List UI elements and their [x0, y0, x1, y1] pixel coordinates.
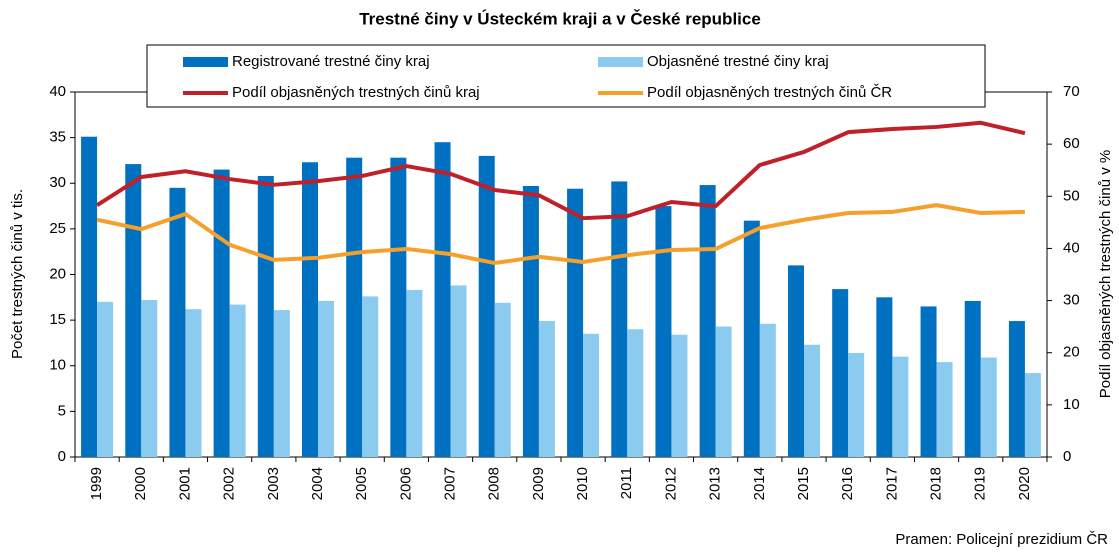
line — [96, 203, 1025, 266]
y-axis-label: Počet trestných činů v tis. — [9, 189, 26, 359]
bar — [1024, 373, 1041, 457]
y2-tick-label: 50 — [1063, 187, 1080, 204]
bar — [318, 300, 334, 457]
x-tick-label: 2014 — [751, 467, 768, 500]
bar — [671, 334, 688, 457]
y-tick-label: 30 — [49, 174, 66, 191]
bar — [920, 306, 937, 457]
x-tick-label: 2002 — [221, 467, 238, 500]
bar — [1008, 321, 1025, 457]
x-tick-label: 2016 — [839, 467, 856, 500]
legend-label: Registrované trestné činy kraj — [232, 53, 430, 70]
bar — [583, 333, 600, 457]
bar — [567, 188, 584, 457]
y-tick-label: 15 — [49, 311, 66, 328]
legend-label: Podíl objasněných trestných činů kraj — [232, 84, 480, 101]
x-tick-label: 2006 — [397, 467, 414, 500]
bar — [494, 302, 511, 457]
bar — [141, 300, 158, 457]
bar — [848, 352, 865, 457]
x-tick-label: 2005 — [353, 467, 370, 500]
bar — [478, 155, 495, 457]
bar — [964, 300, 981, 457]
legend-label: Podíl objasněných trestných činů ČR — [647, 84, 892, 101]
bar — [390, 157, 407, 457]
x-tick-label: 2017 — [883, 467, 900, 500]
x-tick-label: 2009 — [530, 467, 547, 500]
y2-tick-label: 60 — [1063, 135, 1080, 152]
y-tick-label: 40 — [49, 83, 66, 100]
y2-tick-label: 10 — [1063, 396, 1080, 413]
bar — [406, 290, 423, 457]
bar — [185, 309, 202, 457]
bar — [832, 289, 849, 457]
chart-title: Trestné činy v Ústeckém kraji a v České … — [359, 9, 761, 28]
x-tick-label: 2003 — [265, 467, 282, 500]
y2-tick-label: 20 — [1063, 344, 1080, 361]
legend-label: Objasněné trestné činy kraj — [647, 53, 829, 70]
x-tick-label: 2004 — [309, 467, 326, 500]
bar — [273, 310, 290, 457]
y-tick-label: 10 — [49, 357, 66, 374]
bar — [97, 301, 114, 457]
bar — [362, 296, 379, 457]
legend-swatch — [183, 57, 228, 67]
x-tick-label: 2007 — [442, 467, 459, 500]
y-tick-label: 25 — [49, 220, 66, 237]
y2-axis-label: Podíl objasněných trestných činů v % — [1097, 150, 1114, 398]
bar — [302, 162, 318, 457]
bar — [715, 326, 732, 457]
bar — [257, 175, 274, 457]
bar — [699, 185, 716, 457]
x-tick-label: 2019 — [972, 467, 989, 500]
bar — [759, 323, 776, 457]
bar — [450, 285, 467, 457]
bar — [627, 329, 644, 457]
bar — [213, 169, 230, 457]
x-tick-label: 2000 — [132, 467, 149, 500]
bar — [788, 265, 804, 457]
bar — [125, 164, 142, 457]
bar — [980, 357, 997, 457]
bar — [81, 136, 98, 457]
y2-tick-label: 70 — [1063, 83, 1080, 100]
legend-swatch — [598, 57, 643, 67]
bar — [936, 362, 953, 457]
x-tick-label: 2015 — [795, 467, 812, 500]
bar — [346, 157, 363, 457]
x-tick-label: 2018 — [928, 467, 945, 500]
x-tick-label: 1999 — [88, 467, 105, 500]
x-tick-label: 2013 — [707, 467, 724, 500]
bar — [804, 344, 820, 457]
y-tick-label: 0 — [58, 448, 66, 465]
bar — [434, 142, 451, 457]
x-tick-label: 2012 — [662, 467, 679, 500]
bar — [892, 356, 909, 457]
y2-tick-label: 30 — [1063, 292, 1080, 309]
x-tick-label: 2010 — [574, 467, 591, 500]
legend — [146, 44, 986, 108]
bar — [169, 187, 186, 457]
bar — [876, 297, 893, 457]
line — [96, 120, 1026, 221]
bar — [538, 321, 555, 457]
bar — [522, 185, 539, 458]
y-tick-label: 5 — [58, 402, 66, 419]
x-tick-label: 2011 — [618, 467, 635, 499]
source: Pramen: Policejní prezidium ČR — [895, 531, 1108, 548]
x-tick-label: 2008 — [486, 467, 503, 500]
x-tick-label: 2001 — [176, 467, 193, 500]
y2-tick-label: 40 — [1063, 239, 1080, 256]
y-tick-label: 20 — [49, 265, 66, 282]
y-tick-label: 35 — [49, 129, 66, 146]
bar — [611, 181, 628, 458]
x-tick-label: 2020 — [1016, 467, 1033, 500]
bar — [743, 220, 760, 457]
bar — [229, 304, 246, 457]
y2-tick-label: 0 — [1063, 448, 1071, 465]
bar — [655, 206, 672, 457]
